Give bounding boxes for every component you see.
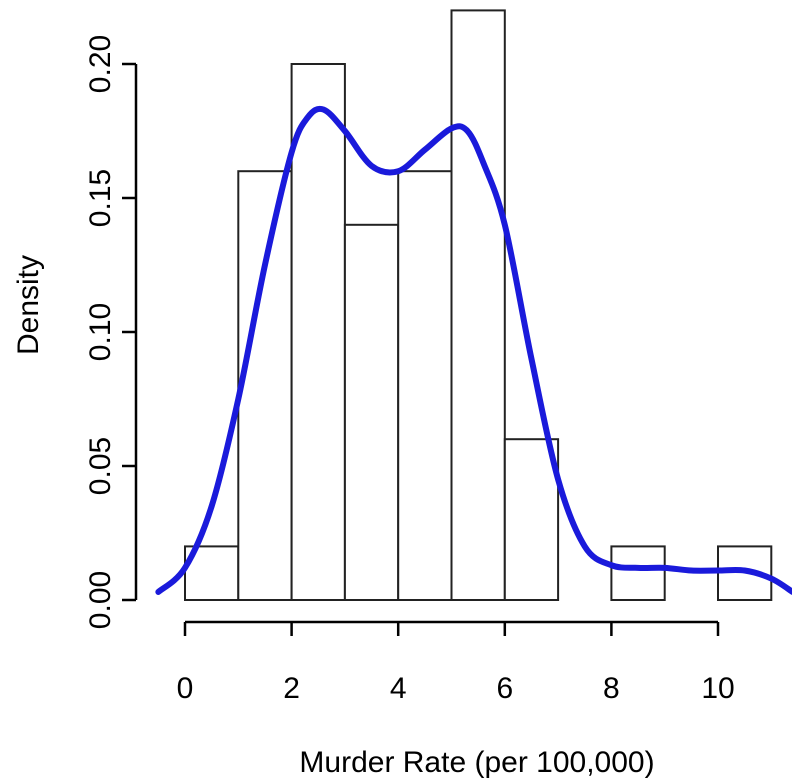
x-tick-label-5: 10: [701, 672, 734, 705]
y-tick-label-3: 0.15: [84, 169, 117, 227]
histogram-bar-8: [610, 545, 666, 602]
histogram-bar-6: [503, 438, 560, 602]
density-curve-layer: [155, 105, 792, 595]
y-axis: 0.00 0.05 0.10 0.15 0.20: [84, 35, 138, 629]
x-tick-label-3: 6: [496, 672, 513, 705]
x-axis: 0 2 4 6 8 10: [177, 620, 735, 705]
x-tick-label-0: 0: [177, 672, 194, 705]
x-tick-label-4: 8: [603, 672, 620, 705]
histogram-bars: [184, 9, 773, 602]
y-axis-label: Density: [12, 255, 45, 355]
histogram-bar-4: [397, 170, 453, 601]
x-tick-label-2: 4: [390, 672, 407, 705]
y-tick-label-4: 0.20: [84, 35, 117, 93]
y-tick-label-2: 0.10: [84, 303, 117, 361]
histogram-bar-1: [237, 170, 293, 601]
density-curve: [155, 105, 792, 595]
x-axis-label: Murder Rate (per 100,000): [299, 746, 654, 779]
histogram-bar-3: [343, 223, 400, 602]
histogram-bar-5: [450, 9, 506, 601]
y-tick-label-0: 0.00: [84, 571, 117, 629]
x-tick-label-1: 2: [283, 672, 300, 705]
y-tick-label-1: 0.05: [84, 437, 117, 495]
histogram-bar-2: [290, 63, 346, 601]
